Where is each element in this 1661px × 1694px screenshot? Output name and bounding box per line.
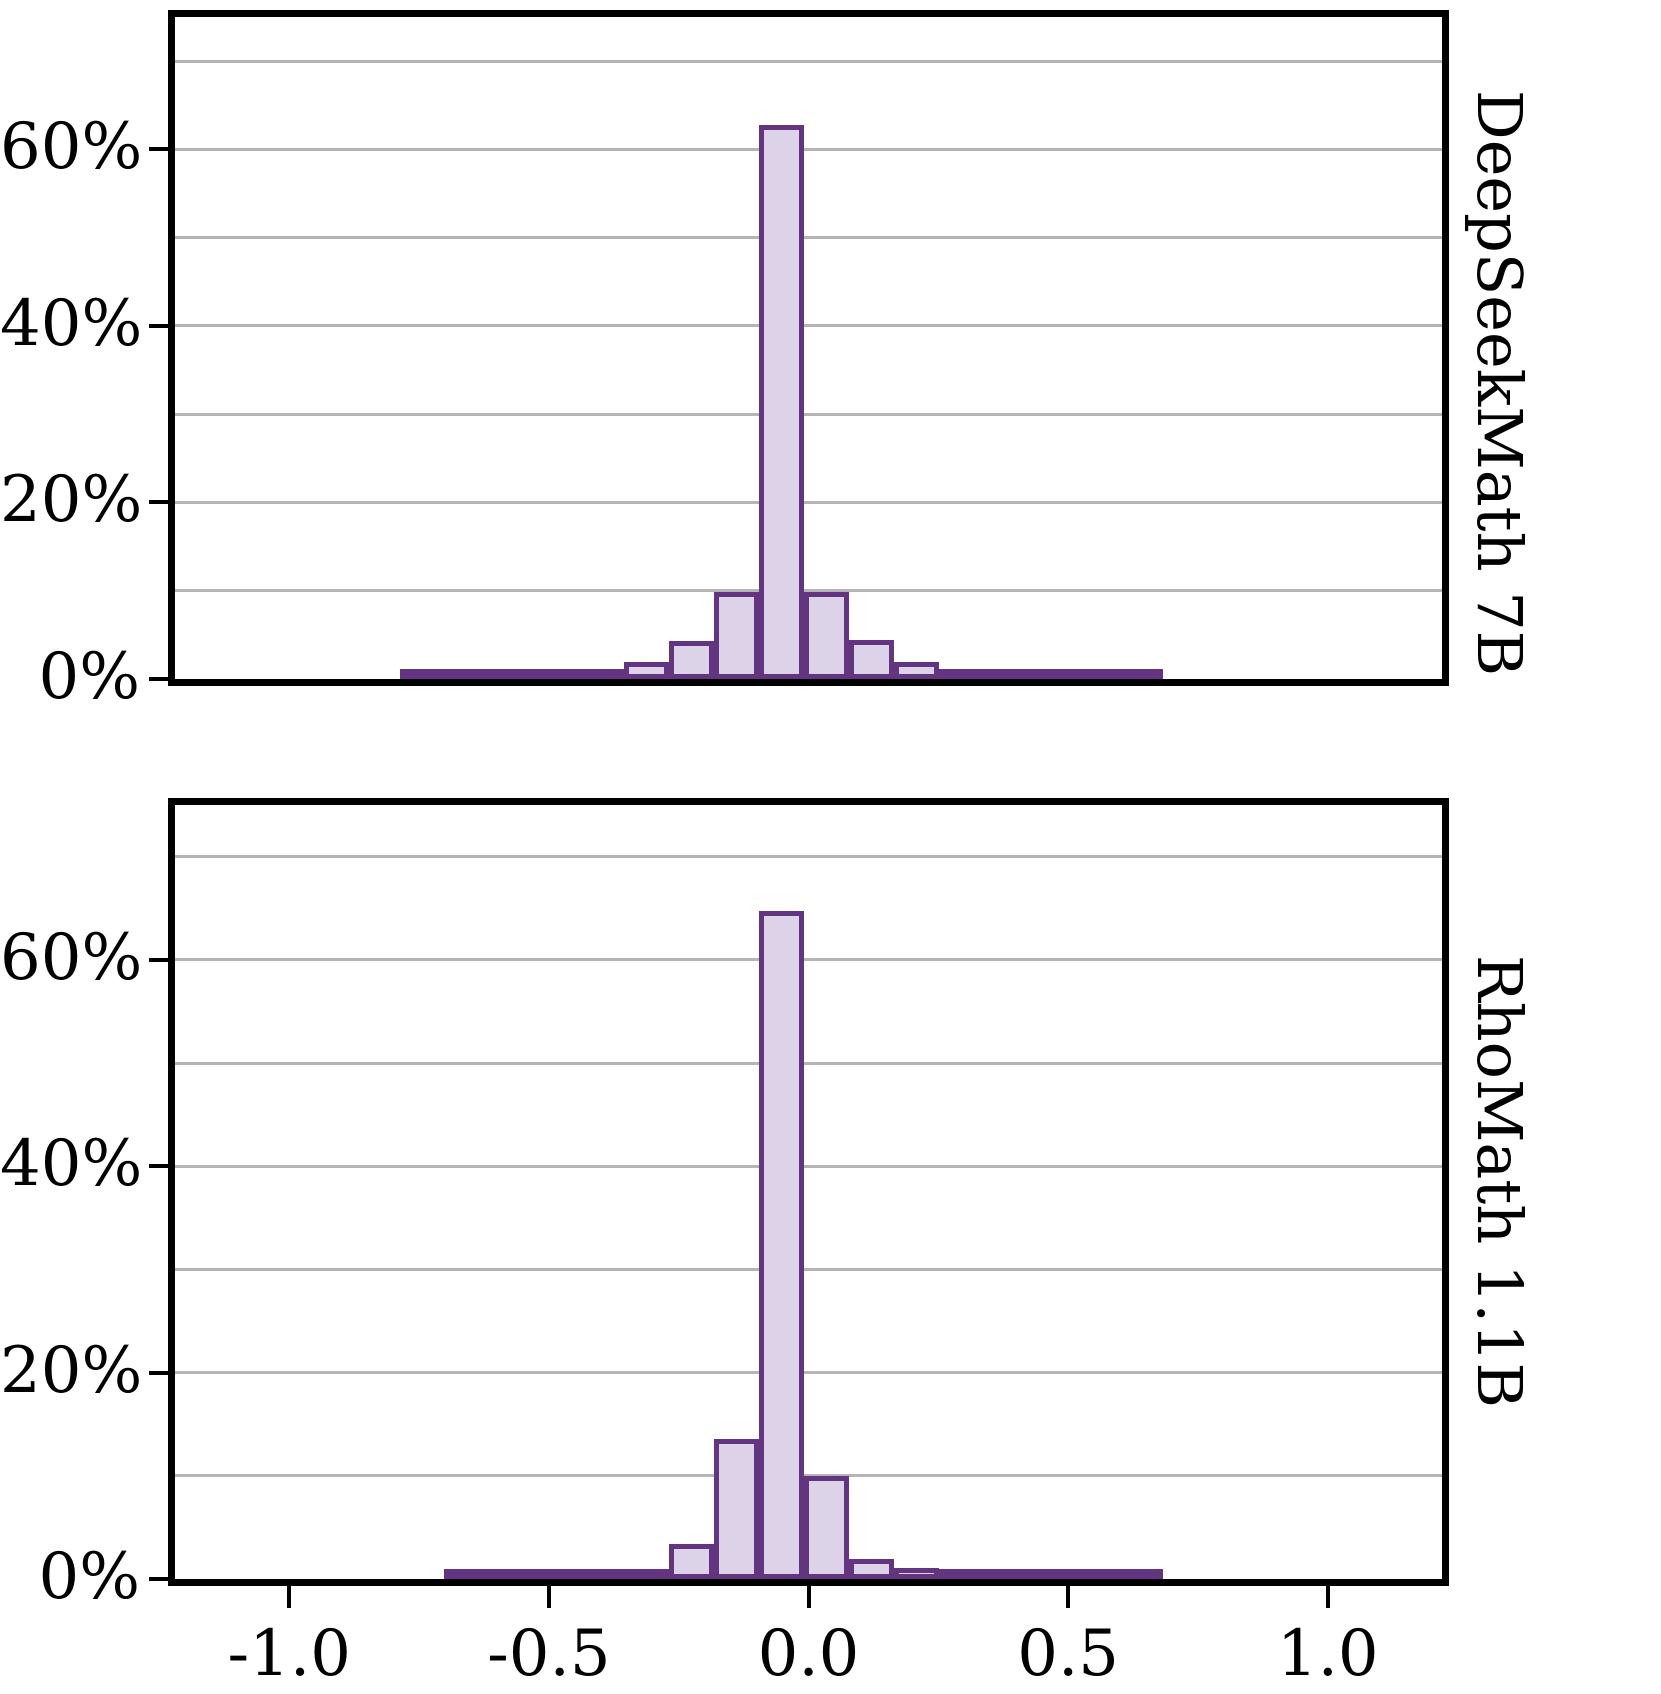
histogram-bar (534, 1569, 580, 1579)
gridline (175, 1371, 1442, 1375)
histogram-bars-top (175, 17, 1442, 679)
histogram-bar (1028, 669, 1074, 679)
histogram-bar (893, 662, 939, 679)
histogram-bar (489, 669, 535, 679)
y-tick-label: 40% (0, 286, 143, 361)
y-tick-mark (149, 1164, 168, 1169)
row-label-rhomath-1-1b: RhoMath 1.1B (1463, 955, 1536, 1409)
histogram-bar (399, 669, 445, 679)
gridline (175, 1267, 1442, 1271)
gridline (175, 59, 1442, 63)
x-tick-mark (287, 1586, 292, 1608)
gridline (175, 412, 1442, 416)
histogram-bar (1028, 1569, 1074, 1579)
histogram-bar (938, 1569, 984, 1579)
y-tick-label: 60% (0, 920, 143, 995)
gridline (175, 324, 1442, 328)
histogram-bar (534, 669, 580, 679)
y-tick-label: 20% (0, 463, 143, 538)
histogram-bar (1118, 1569, 1164, 1579)
y-tick-label: 40% (0, 1127, 143, 1202)
histogram-bar (758, 911, 804, 1579)
histogram-bar (489, 1569, 535, 1579)
gridline (175, 236, 1442, 240)
x-tick-label: 0.5 (1017, 1617, 1120, 1691)
histogram-bar (579, 1569, 625, 1579)
gridline (175, 855, 1442, 859)
plot-area-bottom (175, 805, 1442, 1579)
histogram-bar (669, 641, 714, 679)
x-tick-mark (546, 1586, 551, 1608)
x-tick-mark (1066, 1586, 1071, 1608)
histogram-bar (848, 640, 894, 679)
x-tick-mark (1325, 1586, 1330, 1608)
histogram-bar (938, 669, 984, 679)
x-tick-mark (806, 1586, 811, 1608)
y-tick-mark (149, 147, 168, 152)
histogram-bar (803, 1475, 849, 1579)
y-tick-label: 20% (0, 1333, 143, 1408)
gridline (175, 500, 1442, 504)
histogram-bar (1073, 669, 1119, 679)
y-tick-label: 60% (0, 110, 143, 185)
plot-area-top (175, 17, 1442, 679)
y-tick-label: 0% (38, 1540, 140, 1614)
histogram-bar (444, 669, 490, 679)
histogram-bar (848, 1559, 894, 1579)
x-tick-label: 1.0 (1276, 1617, 1379, 1691)
row-label-deepseekmath-7b: DeepSeekMath 7B (1463, 90, 1536, 677)
histogram-bar (713, 591, 759, 679)
histogram-bar (624, 1569, 670, 1579)
histogram-bars-bottom (175, 805, 1442, 1579)
histogram-bar (983, 1569, 1029, 1579)
gridline (175, 1061, 1442, 1065)
histogram-bar (1118, 669, 1164, 679)
y-tick-mark (149, 500, 168, 505)
histogram-bar (713, 1438, 759, 1579)
histogram-bar (444, 1569, 490, 1579)
histogram-bar (893, 1567, 939, 1579)
histogram-bar (983, 669, 1029, 679)
x-tick-label: -0.5 (487, 1617, 611, 1691)
gridline (175, 1164, 1442, 1168)
y-tick-mark (149, 1577, 168, 1581)
chart-panel-rhomath-1-1b (168, 798, 1449, 1586)
chart-panel-deepseekmath-7b (168, 10, 1449, 686)
gridline (175, 589, 1442, 593)
x-tick-label: -1.0 (227, 1617, 351, 1691)
histogram-bar (579, 669, 625, 679)
y-tick-mark (149, 1370, 168, 1375)
gridline (175, 147, 1442, 151)
histogram-bar (803, 591, 849, 679)
y-tick-mark (149, 323, 168, 328)
histogram-bar (758, 124, 804, 679)
histogram-bar (669, 1543, 714, 1579)
histogram-bar (1073, 1569, 1119, 1579)
y-tick-mark (149, 677, 168, 681)
histogram-bar (624, 662, 670, 679)
x-tick-label: 0.0 (757, 1617, 860, 1691)
y-tick-mark (149, 957, 168, 962)
gridline (175, 958, 1442, 962)
y-tick-label: 0% (38, 640, 140, 714)
